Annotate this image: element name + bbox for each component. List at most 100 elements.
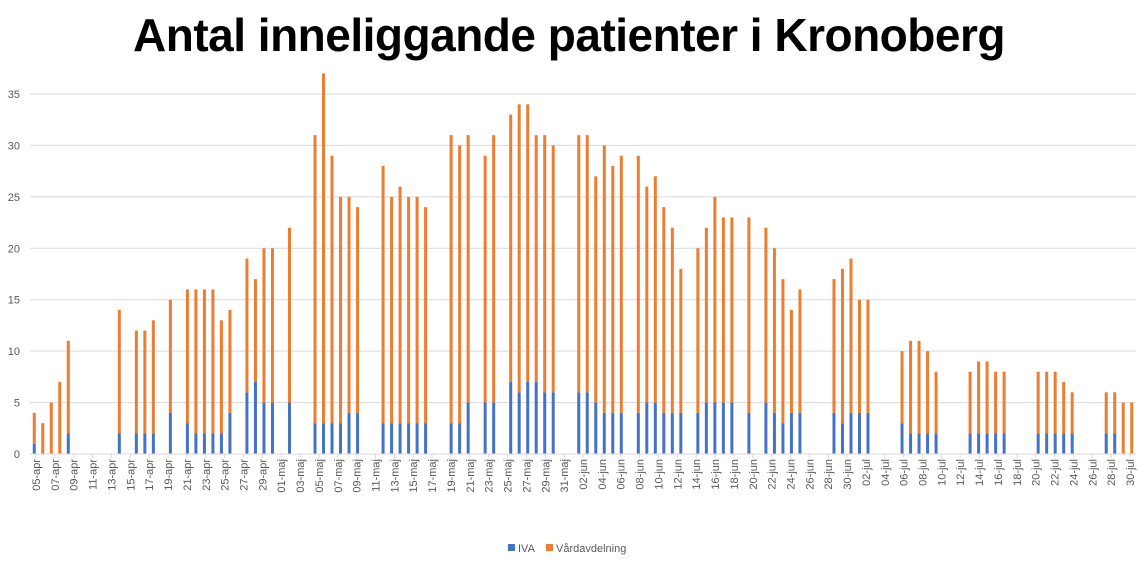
legend: IVA Vårdavdelning <box>508 543 626 555</box>
bar-iva <box>764 402 768 454</box>
bar-vardavdelning <box>526 104 530 383</box>
x-tick-label: 06-jul <box>899 459 911 486</box>
x-tick-label: 07-apr <box>50 459 62 491</box>
x-tick-label: 26-jul <box>1087 459 1099 486</box>
bar-vardavdelning <box>347 196 351 413</box>
bar-vardavdelning <box>577 135 581 393</box>
y-tick-label: 30 <box>8 140 20 152</box>
x-tick-label: 31-maj <box>559 459 571 493</box>
bar-vardavdelning <box>194 289 198 434</box>
bar-vardavdelning <box>415 196 419 424</box>
bar-iva <box>934 433 938 454</box>
bar-iva <box>415 423 419 454</box>
bar-vardavdelning <box>798 289 802 413</box>
bar-vardavdelning <box>772 248 776 413</box>
bar-iva <box>670 412 674 454</box>
bar-vardavdelning <box>721 217 725 403</box>
bar-vardavdelning <box>832 279 836 413</box>
bar-vardavdelning <box>1070 392 1074 434</box>
bar-vardavdelning <box>1130 402 1134 454</box>
bar-vardavdelning <box>696 248 700 413</box>
x-tick-label: 12-jun <box>672 459 684 490</box>
bar-iva <box>543 392 547 454</box>
bar-iva <box>211 433 215 454</box>
bar-iva <box>194 433 198 454</box>
bar-iva <box>602 412 606 454</box>
bar-iva <box>228 412 232 454</box>
bar-vardavdelning <box>245 258 249 393</box>
x-tick-label: 17-apr <box>144 459 156 491</box>
bar-iva <box>594 402 598 454</box>
bar-vardavdelning <box>66 340 70 434</box>
x-tick-label: 09-apr <box>69 459 81 491</box>
bar-vardavdelning <box>1104 392 1108 434</box>
bar-vardavdelning <box>339 196 343 424</box>
bar-iva <box>798 412 802 454</box>
bar-vardavdelning <box>313 135 317 424</box>
x-tick-label: 26-jun <box>804 459 816 490</box>
bar-vardavdelning <box>398 186 402 424</box>
bar-vardavdelning <box>1053 371 1057 434</box>
x-tick-label: 30-jul <box>1125 459 1137 486</box>
bar-iva <box>840 423 844 454</box>
x-tick-label: 24-jul <box>1068 459 1080 486</box>
bar-vardavdelning <box>909 340 913 434</box>
x-tick-label: 21-maj <box>465 459 477 493</box>
x-tick-label: 08-jun <box>635 459 647 490</box>
bar-vardavdelning <box>424 207 428 424</box>
y-tick-label: 25 <box>8 192 20 204</box>
bar-iva <box>577 392 581 454</box>
x-tick-label: 15-maj <box>408 459 420 493</box>
bar-vardavdelning <box>211 289 215 434</box>
x-tick-label: 05-apr <box>31 459 43 491</box>
x-tick-label: 24-jun <box>785 459 797 490</box>
bar-iva <box>1053 433 1057 454</box>
bar-iva <box>679 412 683 454</box>
bar-iva <box>611 412 615 454</box>
bar-iva <box>926 433 930 454</box>
x-tick-label: 07-maj <box>333 459 345 493</box>
bar-iva <box>134 433 138 454</box>
x-tick-label: 23-maj <box>484 459 496 493</box>
x-tick-label: 29-maj <box>540 459 552 493</box>
bar-iva <box>185 423 189 454</box>
bar-vardavdelning <box>543 135 547 393</box>
legend-label-vardavdelning: Vårdavdelning <box>556 543 626 555</box>
x-tick-label: 14-jun <box>691 459 703 490</box>
bar-iva <box>994 433 998 454</box>
bar-iva <box>526 382 530 454</box>
x-tick-label: 21-apr <box>182 459 194 491</box>
bar-vardavdelning <box>713 196 717 403</box>
bar-vardavdelning <box>730 217 734 403</box>
bar-vardavdelning <box>866 299 870 413</box>
bar-vardavdelning <box>219 320 223 434</box>
bar-iva <box>849 412 853 454</box>
bar-iva <box>1070 433 1074 454</box>
bar-vardavdelning <box>611 166 615 413</box>
y-tick-label: 5 <box>14 398 20 410</box>
bar-vardavdelning <box>985 361 989 434</box>
x-tick-label: 16-jun <box>710 459 722 490</box>
bar-iva <box>398 423 402 454</box>
bar-iva <box>551 392 555 454</box>
bar-iva <box>381 423 385 454</box>
bar-iva <box>909 433 913 454</box>
x-tick-label: 05-maj <box>314 459 326 493</box>
x-tick-label: 13-maj <box>389 459 401 493</box>
bar-iva <box>330 423 334 454</box>
x-tick-label: 11-maj <box>371 459 383 492</box>
bar-vardavdelning <box>551 145 555 393</box>
bar-vardavdelning <box>636 155 640 413</box>
legend-swatch-iva <box>508 544 515 551</box>
bar-vardavdelning <box>764 227 768 403</box>
bar-iva <box>534 382 538 454</box>
bar-vardavdelning <box>49 402 53 454</box>
bar-vardavdelning <box>602 145 606 413</box>
x-tick-label: 22-jul <box>1050 459 1062 486</box>
x-tick-label: 19-maj <box>446 459 458 493</box>
x-tick-label: 30-jun <box>842 459 854 490</box>
bar-vardavdelning <box>151 320 155 434</box>
bar-vardavdelning <box>917 340 921 434</box>
x-tick-label: 23-apr <box>201 459 213 491</box>
